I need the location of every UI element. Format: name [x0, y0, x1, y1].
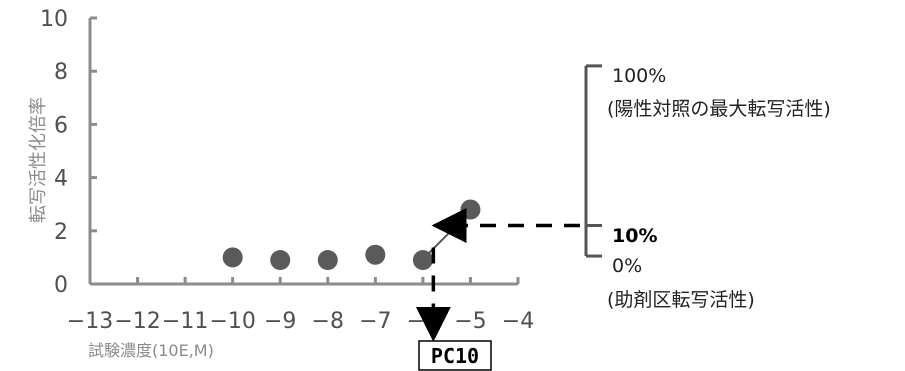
hundred-percent-label: 100%: [612, 65, 666, 87]
pc10-box: [418, 340, 492, 371]
data-points: [222, 199, 481, 271]
data-point: [317, 250, 338, 271]
y-tick-label: 4: [54, 167, 68, 192]
x-tick-label: −12: [114, 309, 160, 334]
y-axis-title: 転写活性化倍率: [28, 97, 49, 223]
y-tick-label: 2: [54, 220, 68, 245]
zero-percent-description: (助剤区転写活性): [607, 289, 755, 311]
y-tick-label: 6: [54, 113, 68, 138]
x-tick-label: −7: [359, 309, 391, 334]
zero-percent-label: 0%: [612, 255, 642, 277]
y-axis-ticks: 0 2 4 6 8 10: [40, 7, 97, 298]
y-tick-label: 10: [40, 7, 68, 32]
data-point: [222, 247, 243, 268]
x-axis-ticks: −13 −12 −11 −10 −9 −8 −7 −6 −5 −4: [67, 277, 534, 334]
data-point: [270, 250, 291, 271]
x-tick-label: −9: [264, 309, 296, 334]
data-point: [365, 244, 386, 265]
hundred-percent-description: (陽性対照の最大転写活性): [607, 98, 831, 120]
x-tick-label: −5: [454, 309, 486, 334]
x-axis-title: 試験濃度(10E,M): [88, 341, 214, 360]
x-tick-label: −4: [502, 309, 534, 334]
x-tick-label: −10: [209, 309, 255, 334]
x-tick-label: −8: [312, 309, 344, 334]
ten-percent-label: 10%: [612, 225, 657, 247]
y-tick-label: 8: [54, 60, 68, 85]
y-tick-label: 0: [54, 273, 68, 298]
x-tick-label: −11: [162, 309, 208, 334]
response-bracket: [584, 64, 602, 258]
data-point: [460, 199, 481, 220]
x-tick-label: −13: [67, 309, 113, 334]
data-point: [412, 250, 433, 271]
pc10-label: PC10: [431, 344, 479, 368]
